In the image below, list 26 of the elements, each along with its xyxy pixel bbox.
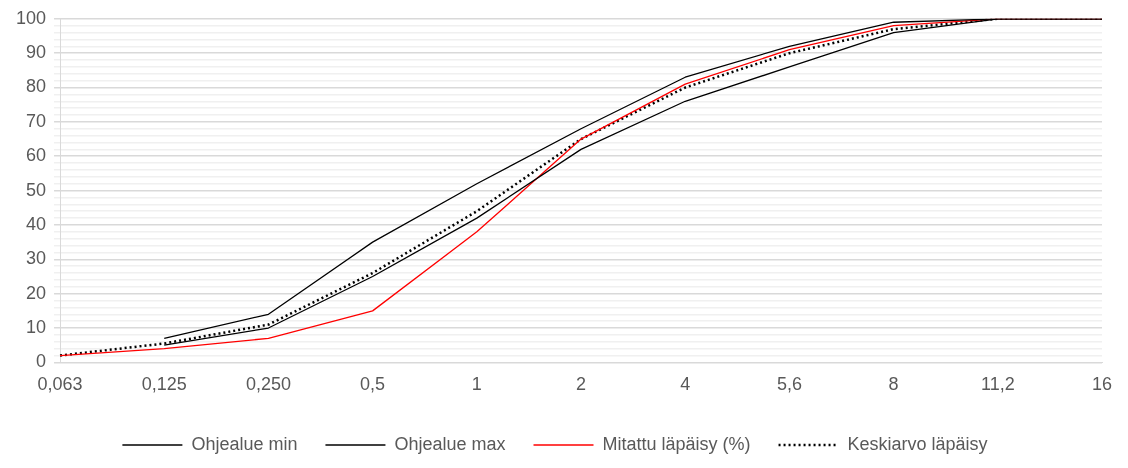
y-tick-label: 70 — [26, 110, 47, 131]
x-tick-label: 0,063 — [37, 374, 83, 395]
x-tick-label: 4 — [680, 374, 691, 395]
y-tick-label: 40 — [26, 213, 47, 234]
x-tick-label: 0,5 — [360, 374, 386, 395]
y-tick-label: 60 — [26, 145, 47, 166]
x-tick-label: 5,6 — [776, 374, 802, 395]
legend-label: Ohjealue min — [191, 433, 298, 454]
y-tick-label: 80 — [26, 76, 47, 97]
x-tick-label: 0,125 — [141, 374, 187, 395]
x-tick-label: 2 — [576, 374, 587, 395]
legend-label: Keskiarvo läpäisy — [847, 433, 988, 454]
y-tick-label: 50 — [26, 179, 47, 200]
x-tick-label: 8 — [888, 374, 899, 395]
y-tick-label: 10 — [26, 317, 47, 338]
y-tick-label: 20 — [26, 282, 47, 303]
y-tick-label: 0 — [36, 351, 47, 372]
x-tick-label: 16 — [1091, 374, 1113, 395]
x-tick-label: 0,250 — [245, 374, 291, 395]
x-tick-label: 1 — [471, 374, 482, 395]
y-tick-label: 100 — [15, 7, 47, 28]
y-tick-label: 90 — [26, 42, 47, 63]
legend-label: Mitattu läpäisy (%) — [602, 433, 751, 454]
y-tick-label: 30 — [26, 248, 47, 269]
legend-label: Ohjealue max — [394, 433, 506, 454]
x-tick-label: 11,2 — [980, 374, 1015, 395]
